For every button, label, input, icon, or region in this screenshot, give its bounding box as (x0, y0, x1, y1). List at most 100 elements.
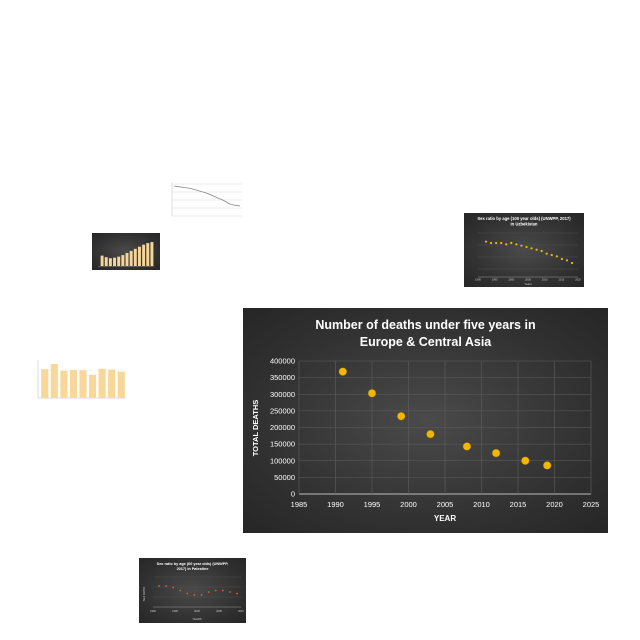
uzbekistan-data-point (525, 245, 528, 249)
thumbnail-light-bar (41, 369, 49, 398)
uzbekistan-title-line2: in Uzbekistan (511, 222, 538, 227)
main-chart-data-point (521, 456, 530, 465)
uzbekistan-data-point (484, 240, 488, 243)
palestine-x-tick-label: 1990 (150, 609, 156, 613)
thumbnail-bar-chart-light-svg (37, 360, 126, 399)
main-chart-x-tick-label: 2020 (546, 500, 563, 509)
uzbekistan-data-point (560, 257, 563, 261)
main-chart-ylabel: TOTAL DEATHS (251, 400, 260, 457)
palestine-data-point (165, 585, 167, 587)
palestine-data-point (229, 591, 231, 593)
main-chart-panel: Number of deaths under five years in Eur… (243, 308, 608, 533)
palestine-ylabel: SEX RATIO (142, 586, 146, 602)
uzbekistan-data-point (515, 243, 518, 246)
thumbnail-line-chart-svg (171, 182, 242, 217)
thumbnail-bar-chart-light (30, 346, 130, 408)
main-chart-y-tick-label: 400000 (270, 357, 295, 366)
thumbnail-light-bar (69, 370, 78, 398)
thumbnail-dark-bar (133, 248, 137, 266)
main-chart-y-tick-label: 250000 (270, 406, 295, 415)
uzbekistan-data-point (535, 248, 538, 251)
uzbekistan-data-point (550, 253, 553, 257)
main-chart-x-tick-label: 2000 (400, 500, 417, 509)
thumbnail-dark-bar (117, 256, 121, 266)
main-chart-data-point (396, 411, 406, 421)
main-chart-x-tick-label: 2010 (473, 500, 490, 509)
uzbekistan-x-tick-label: 2015 (558, 278, 564, 282)
palestine-x-tick-label: 2005 (216, 609, 222, 613)
uzbekistan-data-point (510, 241, 513, 245)
main-chart-data-point (491, 448, 501, 458)
palestine-data-point (214, 589, 217, 592)
main-chart-x-tick-label: 1985 (291, 500, 308, 509)
main-chart-title-line1: Number of deaths under five years in (315, 318, 535, 332)
palestine-data-point (172, 586, 175, 589)
main-chart-title-line2: Europe & Central Asia (360, 335, 493, 349)
uzbekistan-title-line1: Sex ratio by age (100 year olds) (UNWPP,… (477, 216, 571, 221)
palestine-data-point (179, 589, 182, 592)
thumbnail-line-chart-light (162, 174, 246, 230)
uzbekistan-x-tick-label: 2020 (575, 278, 581, 282)
uzbekistan-data-point (500, 241, 503, 245)
palestine-title-line1: Sex ratio by age (60 year olds) (UNWPP, (157, 562, 229, 566)
thumbnail-dark-bar (146, 243, 150, 266)
uzbekistan-data-point (489, 241, 493, 245)
main-chart-y-tick-label: 50000 (274, 473, 295, 482)
thumbnail-uzbekistan-svg: Sex ratio by age (100 year olds) (UNWPP,… (475, 216, 581, 286)
main-chart-x-tick-label: 2025 (583, 500, 600, 509)
thumbnail-dark-bar (108, 258, 112, 266)
palestine-title-line2: 2017) in Palestine (177, 567, 209, 571)
main-chart-svg: Number of deaths under five years in Eur… (251, 318, 600, 523)
uzbekistan-data-point (505, 243, 508, 246)
uzbekistan-x-tick-label: 1995 (492, 278, 498, 282)
main-chart-y-tick-label: 350000 (270, 373, 295, 382)
uzbekistan-x-tick-label: 2000 (508, 278, 514, 282)
main-chart-data-point (462, 442, 472, 451)
thumbnail-light-bar (98, 368, 106, 398)
palestine-data-point (158, 585, 160, 587)
uzbekistan-data-point (495, 241, 498, 245)
thumbnail-dark-bar (125, 253, 129, 266)
main-chart-x-tick-label: 1995 (364, 500, 381, 509)
thumbnail-line-series (173, 185, 241, 207)
thumbnail-bar-chart-dark (92, 233, 160, 270)
main-chart-x-tick-label: 2015 (510, 500, 527, 509)
uzbekistan-x-tick-label: 2010 (542, 278, 548, 282)
palestine-data-point (186, 592, 189, 595)
thumbnail-dark-bar (142, 244, 146, 266)
thumbnail-uzbekistan-chart: Sex ratio by age (100 year olds) (UNWPP,… (464, 213, 584, 287)
main-chart-y-tick-label: 200000 (270, 423, 295, 432)
thumbnail-light-bar (108, 369, 116, 398)
main-chart-data-point (542, 461, 552, 470)
thumbnail-light-bar (50, 364, 58, 398)
main-chart-data-point (367, 389, 377, 398)
uzbekistan-data-point (555, 255, 558, 258)
thumbnail-dark-bar (150, 242, 154, 266)
main-chart-data-point (338, 367, 348, 376)
palestine-data-point (193, 594, 196, 596)
thumbnail-palestine-svg: Sex ratio by age (60 year olds) (UNWPP, … (142, 562, 244, 621)
thumbnail-palestine-chart: Sex ratio by age (60 year olds) (UNWPP, … (139, 558, 246, 623)
main-chart-x-tick-label: 2005 (437, 500, 454, 509)
thumbnail-light-bar (60, 370, 68, 398)
thumbnail-dark-bar (100, 255, 104, 266)
thumbnail-bar-chart-dark-svg (98, 242, 154, 267)
palestine-x-tick-label: 1995 (172, 609, 178, 613)
uzbekistan-xlabel: Years (524, 282, 532, 286)
uzbekistan-data-point (530, 247, 533, 250)
thumbnail-dark-bar (129, 250, 133, 266)
main-chart-x-tick-label: 1990 (327, 500, 344, 509)
uzbekistan-data-point (540, 249, 543, 253)
palestine-data-point (221, 589, 224, 592)
thumbnail-light-bar (79, 370, 87, 398)
main-chart-xlabel: YEAR (434, 514, 456, 523)
uzbekistan-data-point (545, 252, 548, 255)
palestine-data-point (236, 592, 238, 595)
thumbnail-dark-bar (121, 255, 125, 266)
uzbekistan-x-tick-label: 2005 (525, 278, 531, 282)
uzbekistan-data-point (570, 261, 574, 265)
main-chart-y-tick-label: 0 (291, 490, 295, 499)
uzbekistan-data-point (520, 244, 523, 247)
thumbnail-dark-bar (137, 246, 141, 266)
palestine-x-tick-label: 2010 (238, 609, 244, 613)
